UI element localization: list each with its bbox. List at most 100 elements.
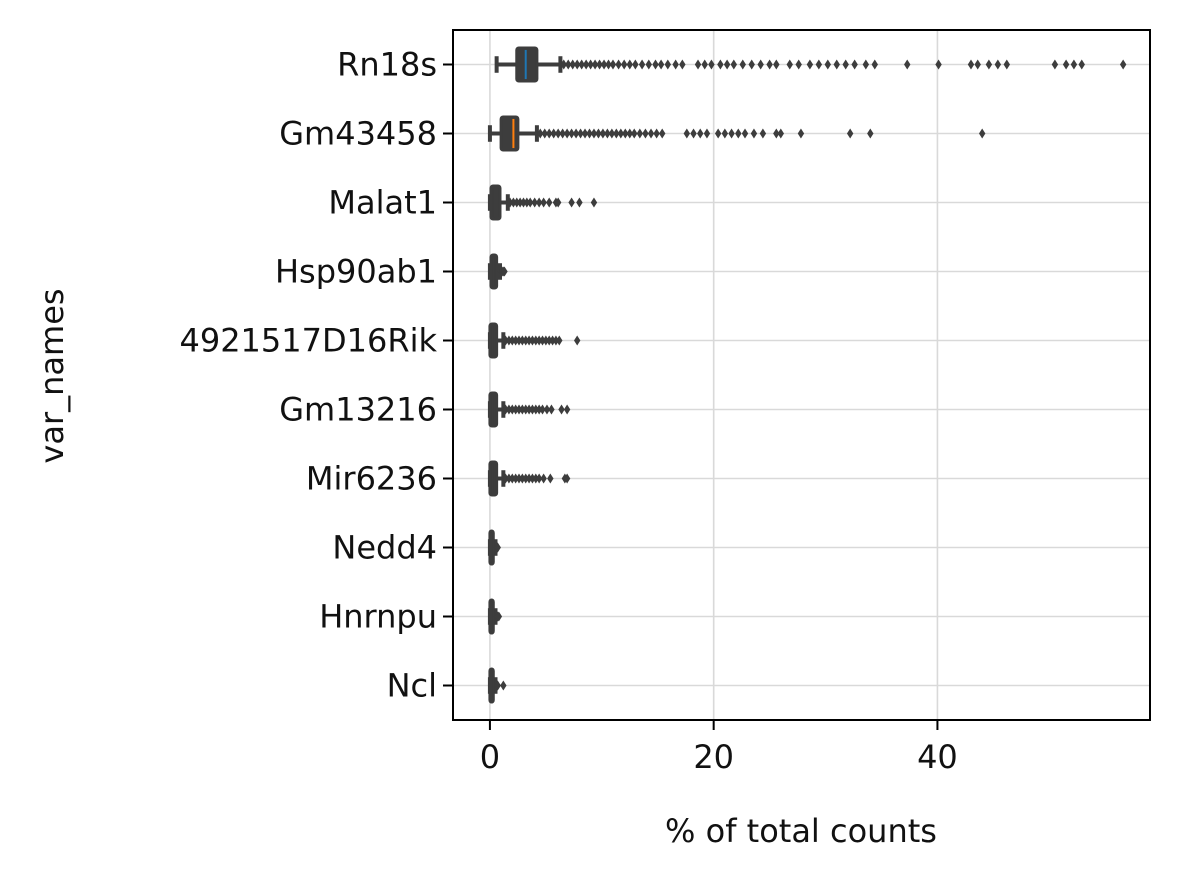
outlier-point — [642, 128, 649, 139]
outlier-point — [525, 335, 533, 346]
outlier-point — [974, 59, 981, 70]
outlier-point — [573, 335, 581, 346]
outlier-point — [546, 128, 553, 139]
outlier-point — [967, 59, 975, 70]
x-tick-label: 0 — [480, 738, 500, 776]
outlier-point — [525, 404, 533, 415]
box — [488, 322, 499, 359]
outlier-point — [586, 128, 593, 139]
outlier-point — [540, 473, 547, 484]
outlier-point — [851, 59, 858, 70]
y-tick-label: Malat1 — [328, 184, 437, 222]
outlier-point — [596, 59, 603, 70]
outlier-point — [539, 335, 546, 346]
outlier-point — [560, 59, 567, 70]
outlier-point — [871, 59, 878, 70]
boxes — [487, 46, 1127, 704]
y-tick-label: Hnrnpu — [319, 598, 437, 636]
outlier-point — [730, 59, 738, 70]
outlier-point — [766, 59, 773, 70]
outlier-point — [683, 128, 691, 139]
y-axis-ticks: Rn18s Gm43458 Malat1 Hsp90ab1 4921517D16Rik G… — [179, 46, 453, 705]
outlier-point — [512, 335, 519, 346]
outlier-point — [542, 335, 550, 346]
outlier-point — [539, 404, 546, 415]
outlier-point — [797, 128, 805, 139]
outlier-point — [679, 59, 686, 70]
outlier-point — [617, 128, 625, 139]
outlier-point — [714, 128, 722, 139]
outlier-point — [532, 404, 539, 415]
outlier-point — [1119, 59, 1127, 70]
outlier-point — [824, 59, 831, 70]
outlier-point — [523, 197, 531, 208]
outlier-point — [1078, 59, 1085, 70]
box-group-Nedd4 — [487, 529, 501, 566]
outlier-point — [587, 59, 594, 70]
outlier-point — [554, 197, 562, 208]
outlier-point — [647, 128, 655, 139]
outlier-point — [750, 128, 758, 139]
outlier-point — [1051, 59, 1059, 70]
outlier-point — [862, 59, 870, 70]
outlier-point — [510, 197, 517, 208]
box — [489, 184, 502, 221]
outlier-point — [532, 473, 539, 484]
outlier-point — [739, 59, 746, 70]
outlier-point — [552, 335, 560, 346]
box-group-Rn18s — [494, 46, 1127, 83]
outlier-point — [697, 128, 704, 139]
box — [488, 460, 499, 497]
outlier-point — [549, 335, 556, 346]
outlier-point — [622, 128, 629, 139]
outlier-point — [721, 128, 729, 139]
outlier-point — [578, 59, 585, 70]
outlier-point — [659, 128, 666, 139]
outlier-point — [1003, 59, 1010, 70]
outlier-point — [519, 473, 526, 484]
outlier-point — [556, 335, 563, 346]
outlier-point — [672, 59, 679, 70]
outlier-point — [520, 197, 527, 208]
x-axis-label: % of total counts — [665, 812, 937, 850]
outlier-point — [573, 59, 581, 70]
outlier-point — [613, 128, 620, 139]
outlier-point — [833, 59, 840, 70]
outlier-point — [757, 59, 764, 70]
outlier-point — [502, 404, 509, 415]
box-group-Hnrnpu — [487, 598, 503, 635]
outlier-point — [609, 59, 617, 70]
outlier-point — [615, 59, 622, 70]
y-tick-label: Hsp90ab1 — [275, 253, 437, 291]
outlier-point — [568, 128, 575, 139]
y-tick-label: Nedd4 — [332, 529, 437, 567]
outlier-point — [512, 473, 519, 484]
outlier-point — [846, 128, 854, 139]
outlier-point — [535, 404, 543, 415]
box-group-Ncl — [487, 667, 507, 704]
outlier-point — [563, 128, 571, 139]
outlier-point — [565, 59, 572, 70]
outlier-point — [522, 404, 529, 415]
outlier-point — [748, 59, 755, 70]
outlier-point — [515, 404, 523, 415]
box-group-Mir6236 — [487, 460, 571, 497]
outlier-point — [1070, 59, 1078, 70]
outlier-point — [577, 128, 584, 139]
box-group-Gm13216 — [487, 391, 571, 428]
outlier-point — [638, 59, 646, 70]
outlier-point — [595, 128, 602, 139]
box-group-Malat1 — [487, 184, 598, 221]
outlier-point — [994, 59, 1002, 70]
outlier-point — [502, 335, 509, 346]
outlier-point — [495, 611, 503, 622]
outlier-point — [708, 59, 715, 70]
outlier-point — [690, 128, 697, 139]
outlier-point — [558, 404, 565, 415]
outlier-point — [540, 197, 547, 208]
outlier-point — [773, 59, 780, 70]
outlier-point — [522, 473, 529, 484]
outlier-point — [531, 197, 538, 208]
outlier-point — [815, 59, 823, 70]
